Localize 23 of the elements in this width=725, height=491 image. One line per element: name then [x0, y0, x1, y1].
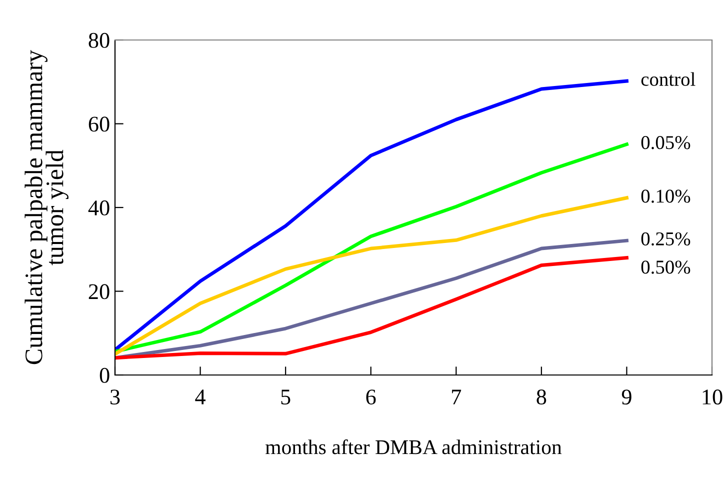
line-series [115, 196, 628, 356]
series-label: control [641, 72, 696, 86]
x-tick-label: 8 [536, 390, 546, 405]
x-tick-label: 7 [452, 390, 462, 404]
series-label: 0.25% [641, 232, 690, 246]
y-tick-label: 60 [88, 116, 110, 132]
series-label: 0.10% [641, 190, 690, 203]
series-label: 0.50% [641, 260, 690, 274]
x-tick-label: 5 [281, 390, 290, 405]
x-axis-title: months after DMBA administration [266, 439, 562, 454]
x-tick-label: 6 [366, 390, 376, 405]
x-tick-label: 4 [195, 390, 206, 404]
y-tick-label: 80 [88, 32, 110, 48]
y-tick-label: 40 [88, 200, 110, 216]
x-tick-label: 10 [702, 390, 722, 405]
x-tick-label: 3 [110, 390, 120, 405]
y-axis-title: Cumulative palpable mammary tumor yield [24, 50, 68, 364]
line-series [115, 142, 628, 354]
series-label: 0.05% [641, 136, 690, 150]
x-tick-label: 9 [622, 390, 632, 405]
line-series [115, 79, 628, 352]
y-tick-label: 0 [100, 368, 110, 383]
y-tick-label: 20 [88, 284, 110, 300]
